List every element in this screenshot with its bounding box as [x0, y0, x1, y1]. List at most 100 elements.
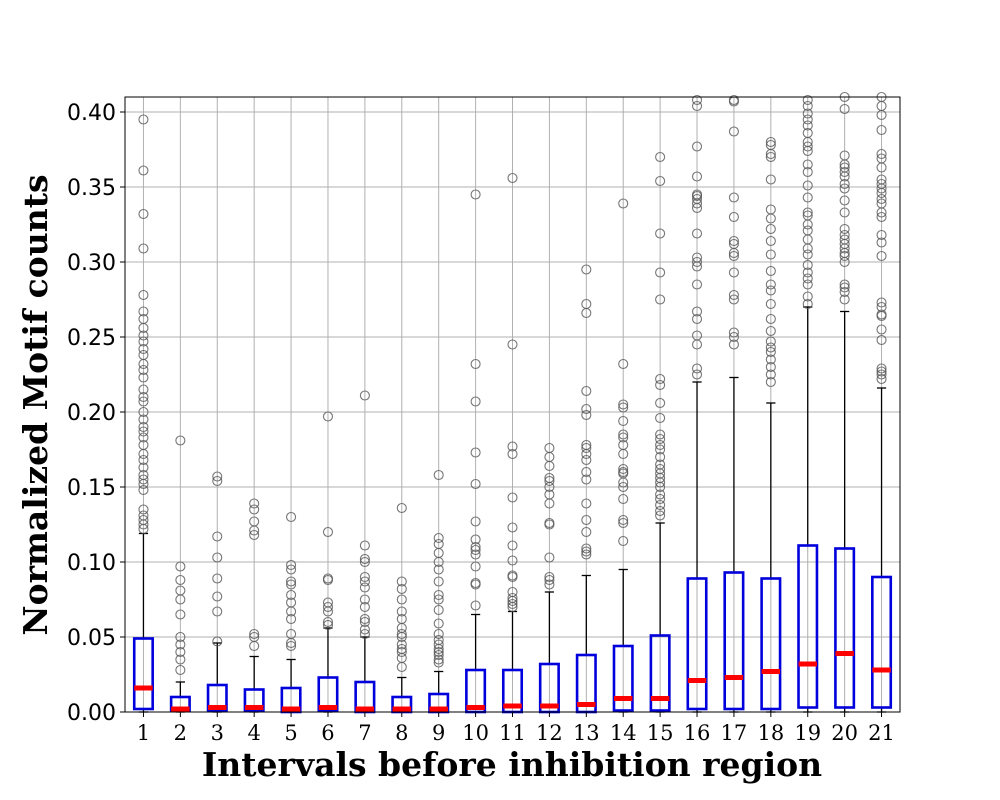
outlier-point: [691, 306, 703, 317]
outlier-point: [470, 600, 481, 611]
outlier-point: [359, 613, 370, 625]
outlier-point: [249, 631, 260, 643]
outlier-point: [249, 498, 260, 509]
box-19: [797, 94, 819, 713]
outlier-point: [655, 444, 666, 455]
outlier-point: [839, 282, 850, 293]
box-9: [428, 469, 450, 714]
outlier-point: [138, 439, 149, 451]
x-tick-label: 19: [794, 721, 821, 745]
y-tick-label: 0.40: [67, 101, 116, 126]
outlier-point: [618, 399, 629, 410]
outlier-point: [581, 546, 592, 557]
y-tick-label: 0.00: [67, 701, 116, 726]
outlier-point: [138, 421, 149, 433]
outlier-point: [728, 126, 739, 137]
outlier-point: [876, 301, 887, 313]
outlier-point: [655, 228, 666, 239]
x-axis-label: Intervals before inhibition region: [202, 745, 822, 784]
outlier-point: [138, 462, 149, 473]
outlier-point: [544, 552, 555, 563]
outlier-point: [359, 624, 370, 635]
outlier-point: [581, 439, 592, 451]
outlier-point: [765, 174, 776, 185]
box-11: [501, 172, 524, 714]
outlier-point: [433, 604, 444, 616]
y-tick-label: 0.35: [67, 176, 116, 201]
outlier-point: [507, 570, 518, 581]
outlier-point: [470, 396, 481, 407]
box-21: [871, 91, 893, 713]
outlier-point: [138, 208, 149, 220]
outlier-point: [322, 601, 334, 613]
box-16: [686, 94, 708, 713]
outlier-point: [544, 489, 555, 500]
outlier-point: [470, 516, 481, 527]
outlier-point: [138, 372, 149, 383]
outlier-point: [138, 474, 149, 485]
outlier-point: [876, 148, 887, 160]
outlier-point: [802, 225, 813, 236]
outlier-point: [175, 654, 186, 665]
outlier-point: [359, 556, 370, 568]
outlier-point: [802, 166, 813, 178]
outlier-point: [138, 336, 149, 347]
outlier-point: [286, 640, 297, 652]
outlier-point: [691, 313, 703, 325]
outlier-point: [655, 373, 666, 385]
outlier-point: [359, 576, 370, 587]
outlier-point: [138, 289, 149, 301]
outlier-point: [876, 297, 887, 308]
outlier-point: [138, 484, 149, 496]
outlier-point: [581, 474, 592, 485]
outlier-point: [433, 564, 444, 575]
outlier-point: [728, 235, 739, 247]
outlier-point: [839, 166, 850, 178]
x-tick-label: 10: [462, 721, 489, 745]
outlier-point: [396, 583, 407, 595]
x-tick-label: 8: [395, 721, 408, 745]
outlier-point: [802, 141, 813, 152]
outlier-point: [839, 150, 850, 161]
outlier-point: [802, 100, 813, 112]
x-tick-label: 14: [610, 721, 637, 745]
outlier-point: [322, 411, 334, 422]
outlier-point: [581, 454, 592, 466]
outlier-point: [433, 469, 444, 481]
outlier-point: [581, 298, 592, 310]
outlier-point: [876, 250, 887, 262]
outlier-point: [876, 193, 887, 205]
y-tick-label: 0.30: [67, 251, 116, 276]
x-tick-label: 12: [536, 721, 563, 745]
outlier-point: [544, 472, 555, 484]
outlier-point: [138, 330, 149, 341]
outlier-point: [839, 183, 850, 194]
outlier-point: [138, 313, 149, 325]
outlier-point: [175, 435, 186, 446]
outlier-point: [470, 577, 481, 589]
outlier-point: [212, 471, 223, 482]
outlier-point: [765, 325, 776, 337]
outlier-point: [655, 267, 666, 278]
iqr-box: [243, 688, 265, 712]
outlier-point: [802, 180, 813, 191]
y-axis-label: Normalized Motif counts: [16, 174, 55, 635]
outlier-point: [581, 442, 592, 454]
x-tick-label: 1: [137, 721, 150, 745]
outlier-point: [691, 94, 703, 106]
outlier-point: [175, 664, 186, 676]
box-4: [243, 498, 265, 713]
outlier-point: [839, 294, 850, 305]
outlier-point: [765, 361, 776, 373]
outlier-point: [249, 516, 260, 527]
outlier-point: [322, 526, 334, 538]
outlier-point: [138, 114, 149, 125]
outlier-point: [581, 466, 592, 478]
outlier-point: [876, 124, 887, 136]
y-tick-label: 0.20: [67, 401, 116, 426]
outlier-point: [765, 279, 776, 290]
outlier-point: [433, 649, 444, 661]
outlier-point: [322, 597, 334, 608]
outlier-point: [249, 529, 260, 541]
